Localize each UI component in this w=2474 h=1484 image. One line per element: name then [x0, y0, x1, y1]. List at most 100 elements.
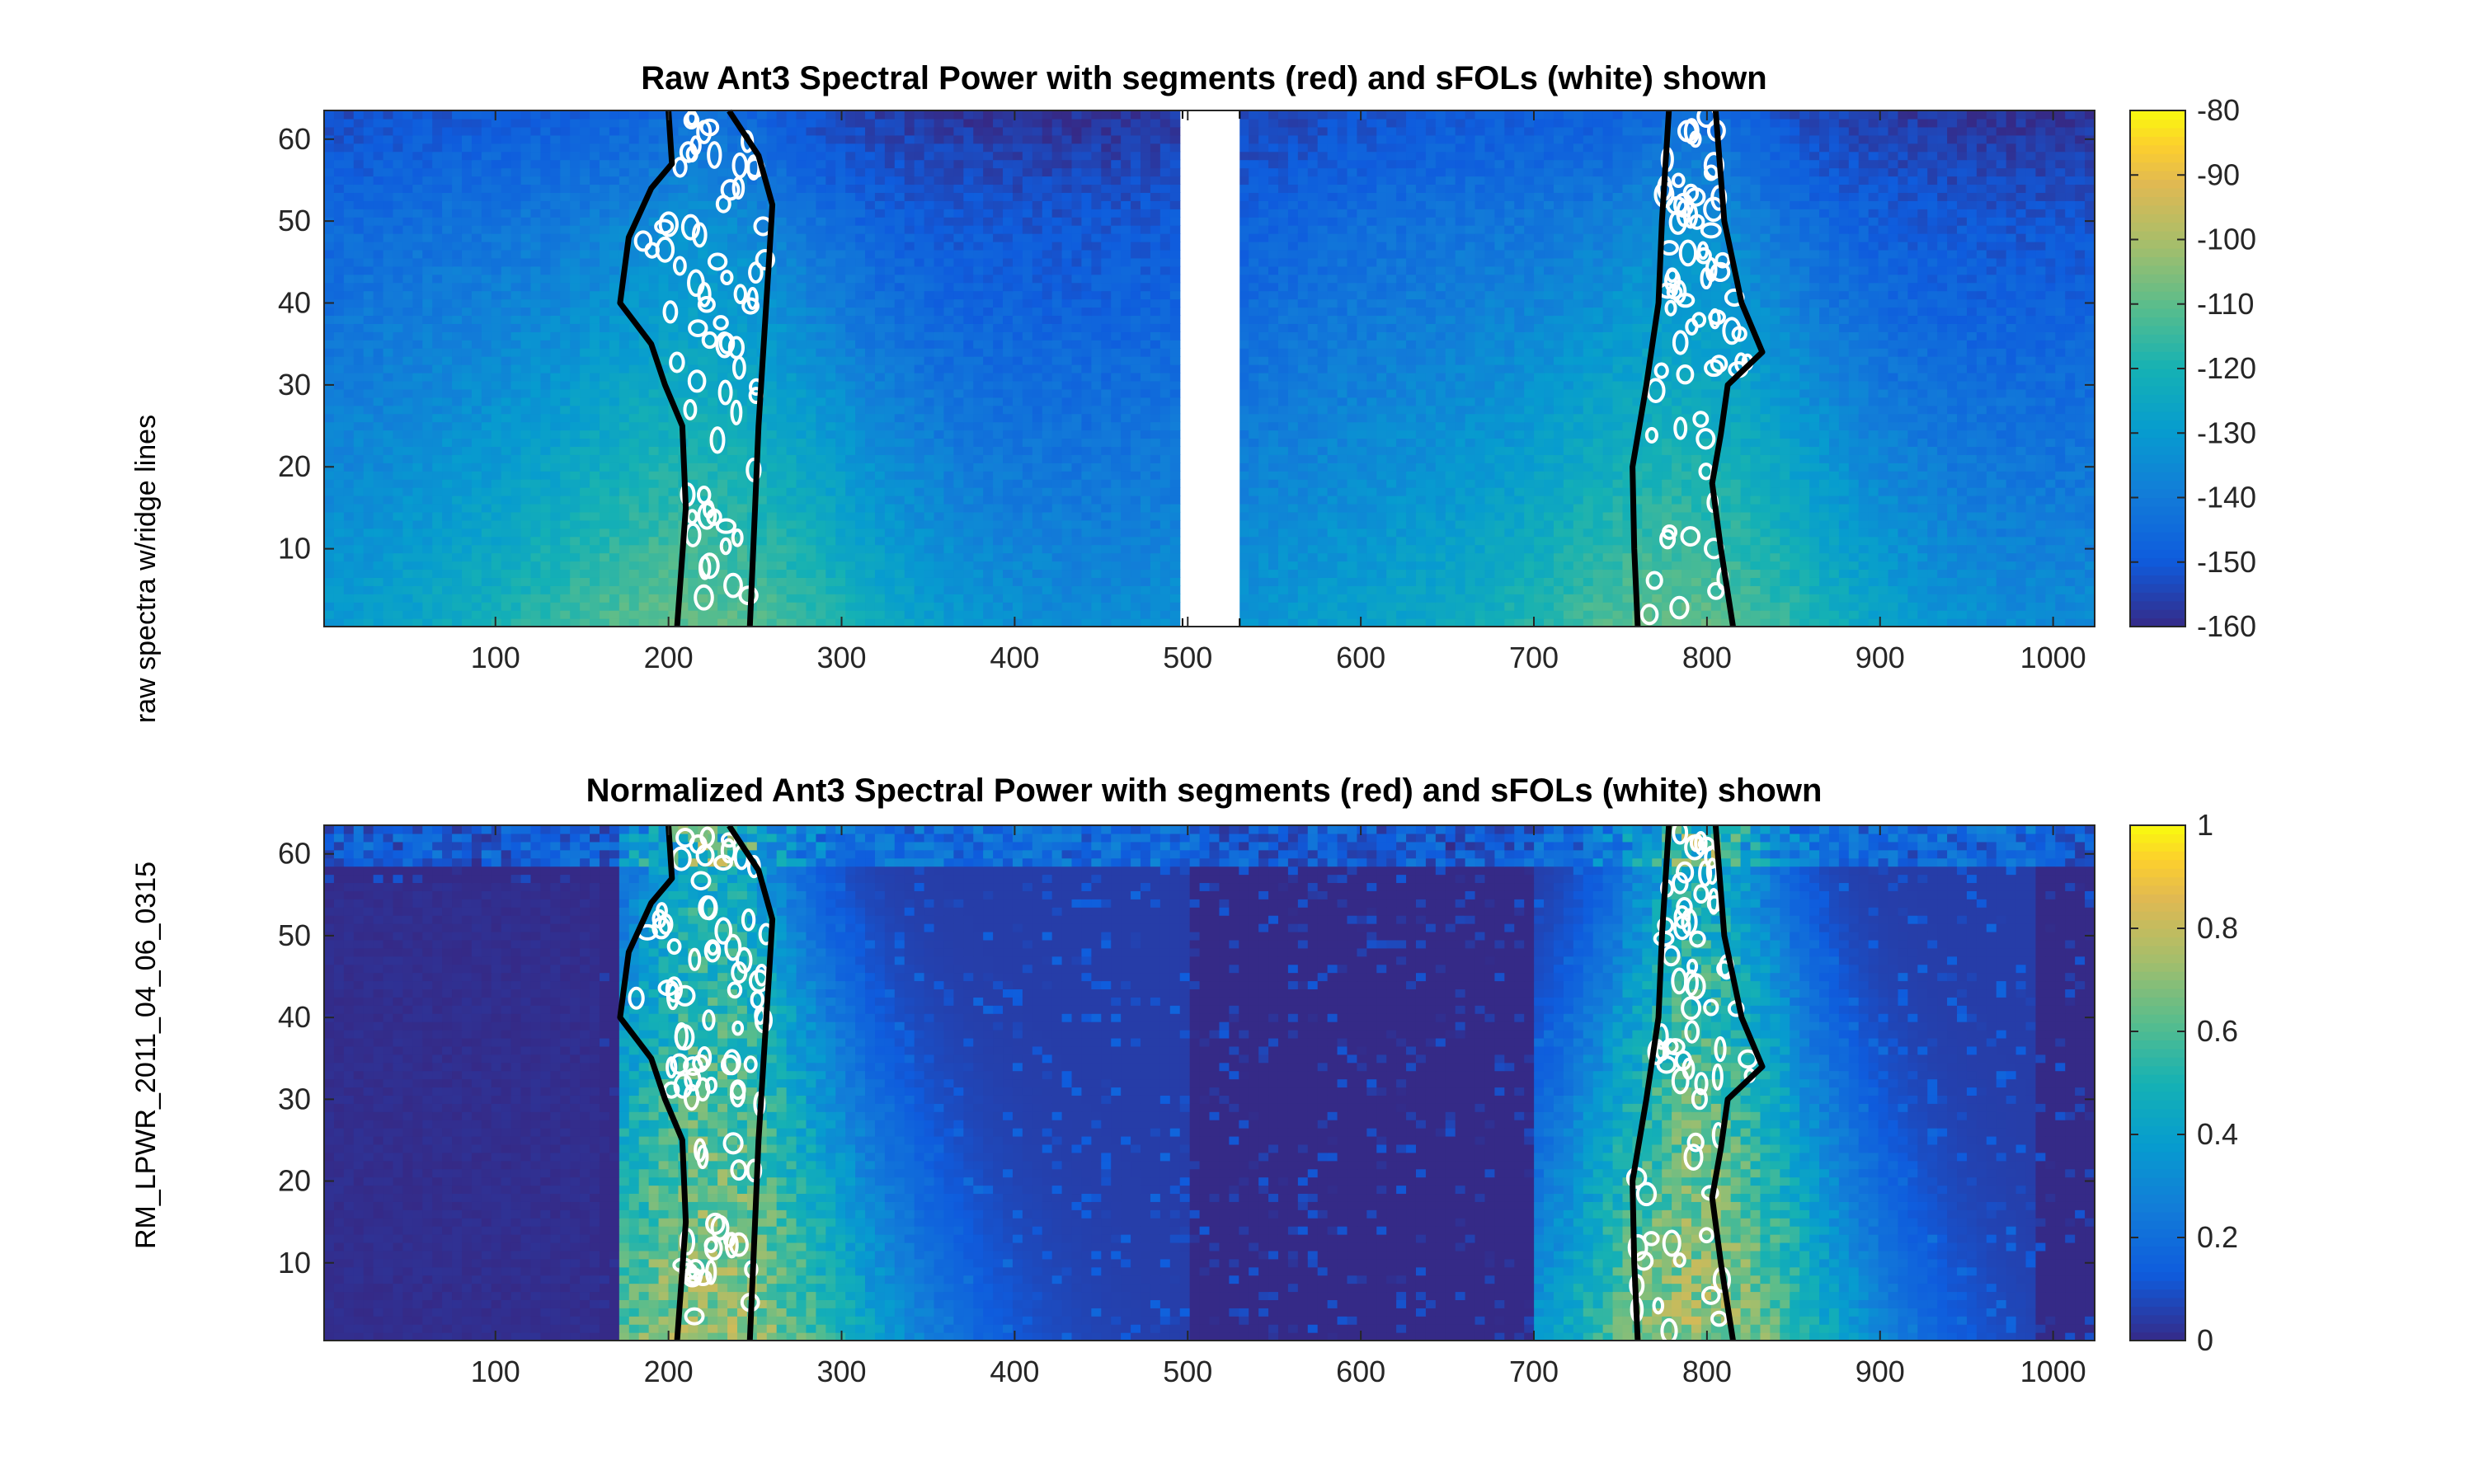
heatmap-cell	[2055, 421, 2066, 431]
heatmap-cell	[1691, 610, 1702, 619]
heatmap-cell	[1809, 421, 1820, 431]
heatmap-cell	[1868, 602, 1879, 611]
heatmap-cell	[1258, 511, 1269, 521]
heatmap-cell	[776, 388, 788, 398]
heatmap-cell	[1287, 487, 1299, 496]
heatmap-cell	[727, 561, 738, 571]
heatmap-cell	[1051, 577, 1063, 586]
heatmap-cell	[2075, 577, 2086, 586]
heatmap-cell	[510, 479, 522, 488]
heatmap-cell	[1366, 413, 1377, 423]
heatmap-cell	[914, 388, 925, 398]
heatmap-cell	[1071, 610, 1083, 619]
heatmap-cell	[1848, 585, 1860, 594]
heatmap-cell	[609, 602, 620, 611]
heatmap-cell	[2085, 495, 2095, 505]
heatmap-cell	[1327, 438, 1338, 447]
heatmap-cell	[1386, 487, 1397, 496]
heatmap-cell	[1121, 594, 1131, 603]
heatmap-cell	[894, 519, 905, 529]
heatmap-cell	[580, 487, 590, 496]
heatmap-cell	[1770, 446, 1780, 455]
heatmap-cell	[845, 503, 856, 513]
heatmap-cell	[1101, 528, 1112, 538]
heatmap-cell	[1917, 544, 1928, 554]
heatmap-cell	[402, 397, 413, 406]
heatmap-cell	[708, 405, 718, 415]
heatmap-cell	[855, 438, 866, 447]
heatmap-cell	[1976, 413, 1987, 423]
heatmap-cell	[1622, 463, 1633, 472]
heatmap-cell	[1258, 544, 1269, 554]
heatmap-cell	[943, 610, 954, 619]
heatmap-cell	[1081, 561, 1092, 571]
heatmap-cell	[1071, 446, 1083, 455]
heatmap-cell	[609, 528, 620, 538]
heatmap-cell	[590, 569, 600, 578]
heatmap-cell	[1888, 610, 1899, 619]
heatmap-cell	[1131, 561, 1141, 571]
heatmap-cell	[1710, 421, 1722, 431]
heatmap-cell	[1415, 577, 1427, 586]
heatmap-cell	[1878, 495, 1889, 505]
heatmap-cell	[383, 610, 394, 619]
heatmap-cell	[1277, 602, 1289, 611]
heatmap-cell	[1534, 569, 1545, 578]
heatmap-cell	[2055, 561, 2066, 571]
heatmap-cell	[1917, 552, 1928, 562]
heatmap-cell	[1297, 405, 1309, 415]
heatmap-cell	[1819, 577, 1830, 586]
heatmap-cell	[1347, 544, 1358, 554]
heatmap-cell	[1396, 430, 1407, 439]
heatmap-cell	[658, 495, 670, 505]
heatmap-cell	[1032, 446, 1043, 455]
heatmap-cell	[786, 602, 797, 611]
heatmap-cell	[1347, 388, 1358, 398]
heatmap-cell	[1111, 430, 1122, 439]
heatmap-cell	[452, 463, 463, 472]
heatmap-cell	[2015, 413, 2027, 423]
heatmap-cell	[1662, 421, 1672, 431]
heatmap-cell	[1544, 536, 1554, 546]
heatmap-cell	[1131, 438, 1141, 447]
heatmap-cell	[580, 463, 590, 472]
heatmap-cell	[1249, 454, 1259, 463]
heatmap-cell	[1750, 528, 1761, 538]
heatmap-cell	[461, 405, 473, 415]
heatmap-cell	[1710, 602, 1722, 611]
heatmap-cell	[1898, 463, 1908, 472]
heatmap-cell	[1465, 397, 1476, 406]
heatmap-cell	[432, 618, 443, 627]
heatmap-cell	[383, 585, 394, 594]
heatmap-cell	[914, 438, 925, 447]
heatmap-cell	[1268, 585, 1279, 594]
heatmap-cell	[1730, 430, 1742, 439]
heatmap-cell	[1662, 405, 1672, 415]
heatmap-cell	[1652, 561, 1663, 571]
heatmap-cell	[1662, 511, 1672, 521]
heatmap-cell	[1828, 594, 1840, 603]
heatmap-cell	[1141, 552, 1151, 562]
heatmap-cell	[1386, 519, 1397, 529]
heatmap-cell	[471, 618, 482, 627]
heatmap-cell	[816, 511, 826, 521]
heatmap-cell	[658, 577, 670, 586]
heatmap-cell	[628, 561, 640, 571]
heatmap-cell	[904, 454, 915, 463]
heatmap-cell	[324, 594, 335, 603]
heatmap-cell	[1563, 602, 1574, 611]
heatmap-cell	[432, 503, 443, 513]
heatmap-cell	[1957, 569, 1968, 578]
heatmap-cell	[353, 511, 365, 521]
heatmap-cell	[1249, 388, 1259, 398]
heatmap-cell	[1504, 577, 1515, 586]
heatmap-cell	[1425, 503, 1437, 513]
heatmap-cell	[1484, 577, 1496, 586]
heatmap-cell	[1475, 487, 1486, 496]
heatmap-cell	[618, 495, 630, 505]
heatmap-cell	[481, 602, 492, 611]
heatmap-cell	[717, 495, 728, 505]
heatmap-cell	[550, 602, 561, 611]
heatmap-cell	[914, 430, 925, 439]
heatmap-cell	[1957, 413, 1968, 423]
